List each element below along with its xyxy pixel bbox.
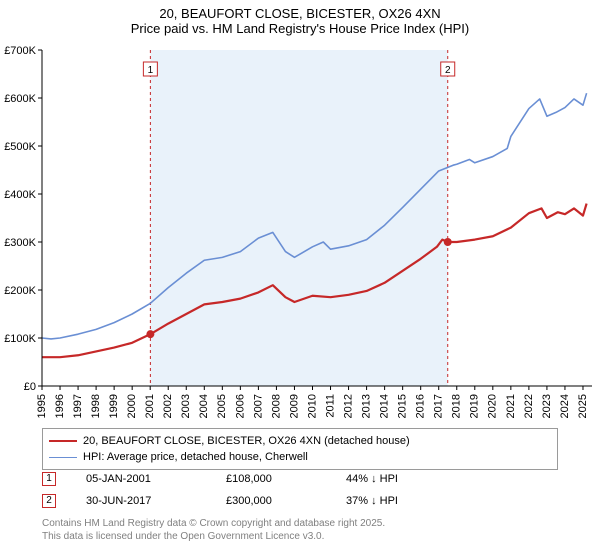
svg-text:2017: 2017 xyxy=(433,394,445,418)
svg-text:£200K: £200K xyxy=(4,285,36,297)
sale-marker-badge: 2 xyxy=(42,494,56,508)
svg-text:2001: 2001 xyxy=(144,394,156,418)
svg-text:£300K: £300K xyxy=(4,237,36,249)
legend-row: 20, BEAUFORT CLOSE, BICESTER, OX26 4XN (… xyxy=(49,433,551,449)
attribution: Contains HM Land Registry data © Crown c… xyxy=(42,518,385,543)
svg-text:2005: 2005 xyxy=(216,394,228,418)
svg-text:1995: 1995 xyxy=(36,394,48,418)
svg-text:2000: 2000 xyxy=(126,394,138,418)
svg-text:2007: 2007 xyxy=(252,394,264,418)
svg-text:2014: 2014 xyxy=(379,394,391,418)
legend-swatch xyxy=(49,440,77,442)
svg-text:£700K: £700K xyxy=(4,45,36,57)
svg-text:2003: 2003 xyxy=(180,394,192,418)
legend-row: HPI: Average price, detached house, Cher… xyxy=(49,449,551,465)
sale-delta: 44% ↓ HPI xyxy=(346,473,466,485)
legend-swatch xyxy=(49,457,77,458)
svg-text:2009: 2009 xyxy=(288,394,300,418)
chart-title-block: 20, BEAUFORT CLOSE, BICESTER, OX26 4XN P… xyxy=(0,0,600,36)
svg-text:2021: 2021 xyxy=(505,394,517,418)
svg-text:2006: 2006 xyxy=(234,394,246,418)
sale-marker-row: 2 30-JUN-2017£300,00037% ↓ HPI xyxy=(42,494,558,508)
price-chart: 1 2 £0 £100K £200K £300K £400K £500K £600K £700K 1… xyxy=(0,44,600,424)
sale-date: 05-JAN-2001 xyxy=(86,473,226,485)
sale-price: £300,000 xyxy=(226,495,346,507)
svg-text:2012: 2012 xyxy=(342,394,354,418)
attribution-line-2: This data is licensed under the Open Gov… xyxy=(42,531,324,542)
svg-text:£0: £0 xyxy=(24,381,36,393)
svg-text:£400K: £400K xyxy=(4,189,36,201)
svg-text:2: 2 xyxy=(445,65,451,76)
legend: 20, BEAUFORT CLOSE, BICESTER, OX26 4XN (… xyxy=(42,428,558,470)
svg-text:1: 1 xyxy=(148,65,154,76)
svg-text:2013: 2013 xyxy=(360,394,372,418)
svg-text:2011: 2011 xyxy=(324,394,336,418)
svg-text:2010: 2010 xyxy=(306,394,318,418)
svg-text:2015: 2015 xyxy=(397,394,409,418)
svg-text:2019: 2019 xyxy=(469,394,481,418)
chart-container: 1 2 £0 £100K £200K £300K £400K £500K £600K £700K 1… xyxy=(0,44,600,424)
svg-text:2016: 2016 xyxy=(415,394,427,418)
svg-text:2020: 2020 xyxy=(487,394,499,418)
sale-marker-badge: 1 xyxy=(42,472,56,486)
svg-text:2008: 2008 xyxy=(270,394,282,418)
svg-text:2024: 2024 xyxy=(559,394,571,418)
title-line-1: 20, BEAUFORT CLOSE, BICESTER, OX26 4XN xyxy=(0,6,600,21)
svg-text:2023: 2023 xyxy=(541,394,553,418)
legend-label: HPI: Average price, detached house, Cher… xyxy=(83,451,308,463)
svg-text:2002: 2002 xyxy=(162,394,174,418)
legend-label: 20, BEAUFORT CLOSE, BICESTER, OX26 4XN (… xyxy=(83,435,410,447)
svg-text:£500K: £500K xyxy=(4,141,36,153)
sale-date: 30-JUN-2017 xyxy=(86,495,226,507)
svg-text:£100K: £100K xyxy=(4,333,36,345)
svg-text:1997: 1997 xyxy=(72,394,84,418)
svg-text:2022: 2022 xyxy=(523,394,535,418)
sale-price: £108,000 xyxy=(226,473,346,485)
attribution-line-1: Contains HM Land Registry data © Crown c… xyxy=(42,518,385,529)
sale-delta: 37% ↓ HPI xyxy=(346,495,466,507)
svg-text:1999: 1999 xyxy=(108,394,120,418)
svg-text:£600K: £600K xyxy=(4,93,36,105)
svg-text:2025: 2025 xyxy=(577,394,589,418)
svg-text:1998: 1998 xyxy=(90,394,102,418)
sale-marker-row: 1 05-JAN-2001£108,00044% ↓ HPI xyxy=(42,472,558,486)
svg-text:2004: 2004 xyxy=(198,394,210,418)
title-line-2: Price paid vs. HM Land Registry's House … xyxy=(0,21,600,36)
svg-text:2018: 2018 xyxy=(451,394,463,418)
svg-text:1996: 1996 xyxy=(54,394,66,418)
